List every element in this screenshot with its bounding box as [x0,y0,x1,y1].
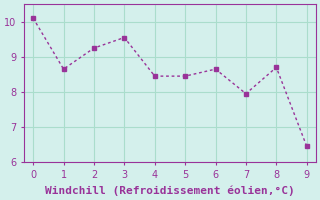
X-axis label: Windchill (Refroidissement éolien,°C): Windchill (Refroidissement éolien,°C) [45,185,295,196]
